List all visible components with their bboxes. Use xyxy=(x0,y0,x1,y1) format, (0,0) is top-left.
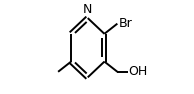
Text: N: N xyxy=(83,3,92,16)
Text: Br: Br xyxy=(118,17,132,30)
Text: OH: OH xyxy=(128,65,148,78)
